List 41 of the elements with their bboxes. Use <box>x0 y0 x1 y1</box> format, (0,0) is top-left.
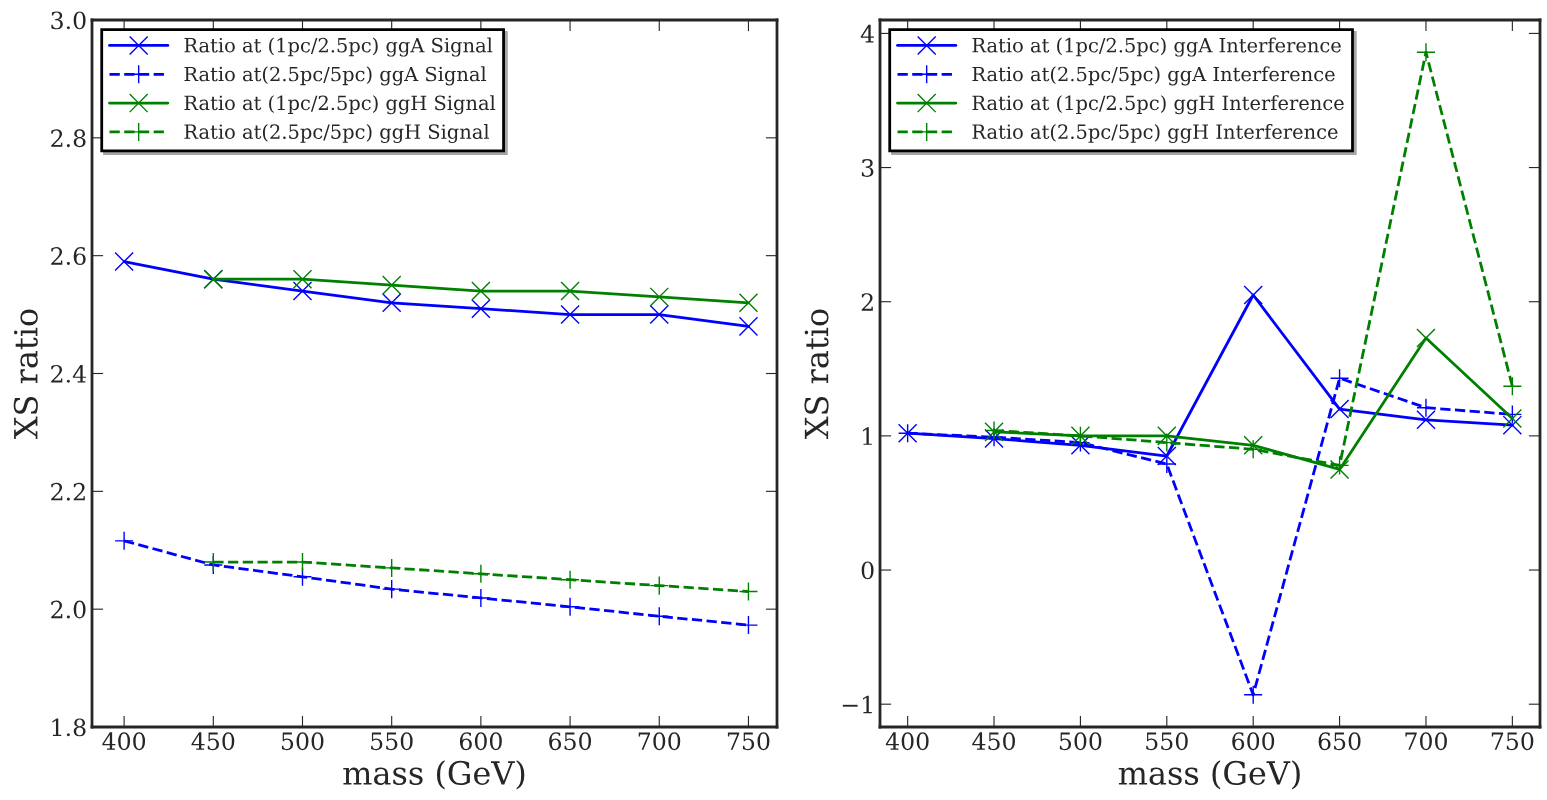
legend-label: Ratio at(2.5pc/5pc) ggH Interference <box>972 123 1338 144</box>
x-tick-label: 550 <box>371 732 413 751</box>
x-tick-label: 600 <box>459 732 502 751</box>
y-tick-label: 3 <box>861 159 874 177</box>
y-tick-label: 2.2 <box>51 482 85 501</box>
x-tick-label: 700 <box>1405 732 1447 751</box>
y-tick-label: 3.0 <box>51 11 86 30</box>
x-tick-label: 700 <box>638 732 681 751</box>
y-tick-label: 2.0 <box>51 600 86 619</box>
y-tick-label: 2.6 <box>51 247 86 265</box>
y-tick-label: 2.4 <box>51 364 86 383</box>
y-tick-label: 1 <box>863 427 872 445</box>
legend-label: Ratio at(2.5pc/5pc) ggA Signal <box>184 66 487 86</box>
x-tick-label: 650 <box>1318 732 1361 751</box>
y-tick-label: 0 <box>861 561 874 580</box>
legend-label: Ratio at(2.5pc/5pc) ggH Signal <box>184 123 490 144</box>
legend-label: Ratio at(2.5pc/5pc) ggA Interference <box>972 66 1335 86</box>
y-axis-title: XS ratio <box>804 309 829 439</box>
x-tick-label: 400 <box>885 732 929 751</box>
legend-label: Ratio at (1pc/2.5pc) ggH Signal <box>184 95 496 115</box>
y-tick-label: 1.8 <box>52 718 86 737</box>
y-tick-label: −1 <box>842 695 872 714</box>
x-tick-label: 650 <box>549 732 592 751</box>
x-tick-label: 600 <box>1232 732 1275 751</box>
y-tick-label: 2 <box>861 293 873 311</box>
y-tick-label: 2.8 <box>51 129 86 148</box>
x-tick-label: 750 <box>727 732 770 751</box>
legend-label: Ratio at (1pc/2.5pc) ggA Signal <box>184 37 493 57</box>
x-tick-label: 450 <box>972 732 1015 751</box>
y-axis-title: XS ratio <box>13 309 38 439</box>
x-tick-label: 400 <box>102 732 146 751</box>
x-tick-label: 550 <box>1146 732 1188 751</box>
x-tick-label: 500 <box>1059 732 1102 751</box>
x-tick-label: 750 <box>1491 732 1534 751</box>
x-axis-title: mass (GeV) <box>343 760 525 790</box>
legend-label: Ratio at (1pc/2.5pc) ggA Interference <box>972 37 1341 57</box>
x-axis-title: mass (GeV) <box>1118 760 1300 790</box>
x-tick-label: 450 <box>191 732 235 751</box>
x-tick-label: 500 <box>281 732 324 751</box>
legend-label: Ratio at (1pc/2.5pc) ggH Interference <box>972 95 1344 115</box>
y-tick-label: 4 <box>860 24 874 43</box>
